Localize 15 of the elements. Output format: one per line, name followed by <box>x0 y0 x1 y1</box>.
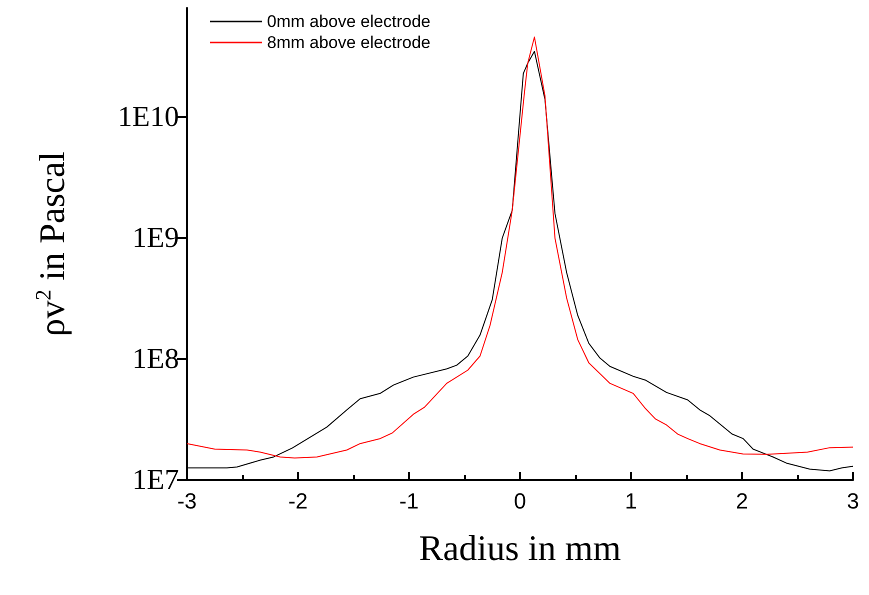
y-axis-title: ρv2 in Pascal <box>30 152 72 336</box>
y-tick-label: 1E7 <box>132 464 179 496</box>
x-tick-label: 1 <box>624 488 638 514</box>
y-tick-label: 1E8 <box>132 343 179 376</box>
y-tick-label: 1E9 <box>132 222 179 254</box>
x-tick-label: -3 <box>177 488 197 514</box>
x-tick-label: -2 <box>288 488 308 514</box>
legend-label: 8mm above electrode <box>267 33 430 52</box>
x-axis-title: Radius in mm <box>418 528 622 568</box>
x-tick-label: 3 <box>846 488 860 514</box>
x-tick-label: 2 <box>736 488 748 514</box>
x-tick-label: 0 <box>514 488 526 514</box>
y-tick-label: 1E10 <box>118 101 179 134</box>
x-tick-label: -1 <box>399 488 419 514</box>
legend-label: 0mm above electrode <box>267 12 430 31</box>
